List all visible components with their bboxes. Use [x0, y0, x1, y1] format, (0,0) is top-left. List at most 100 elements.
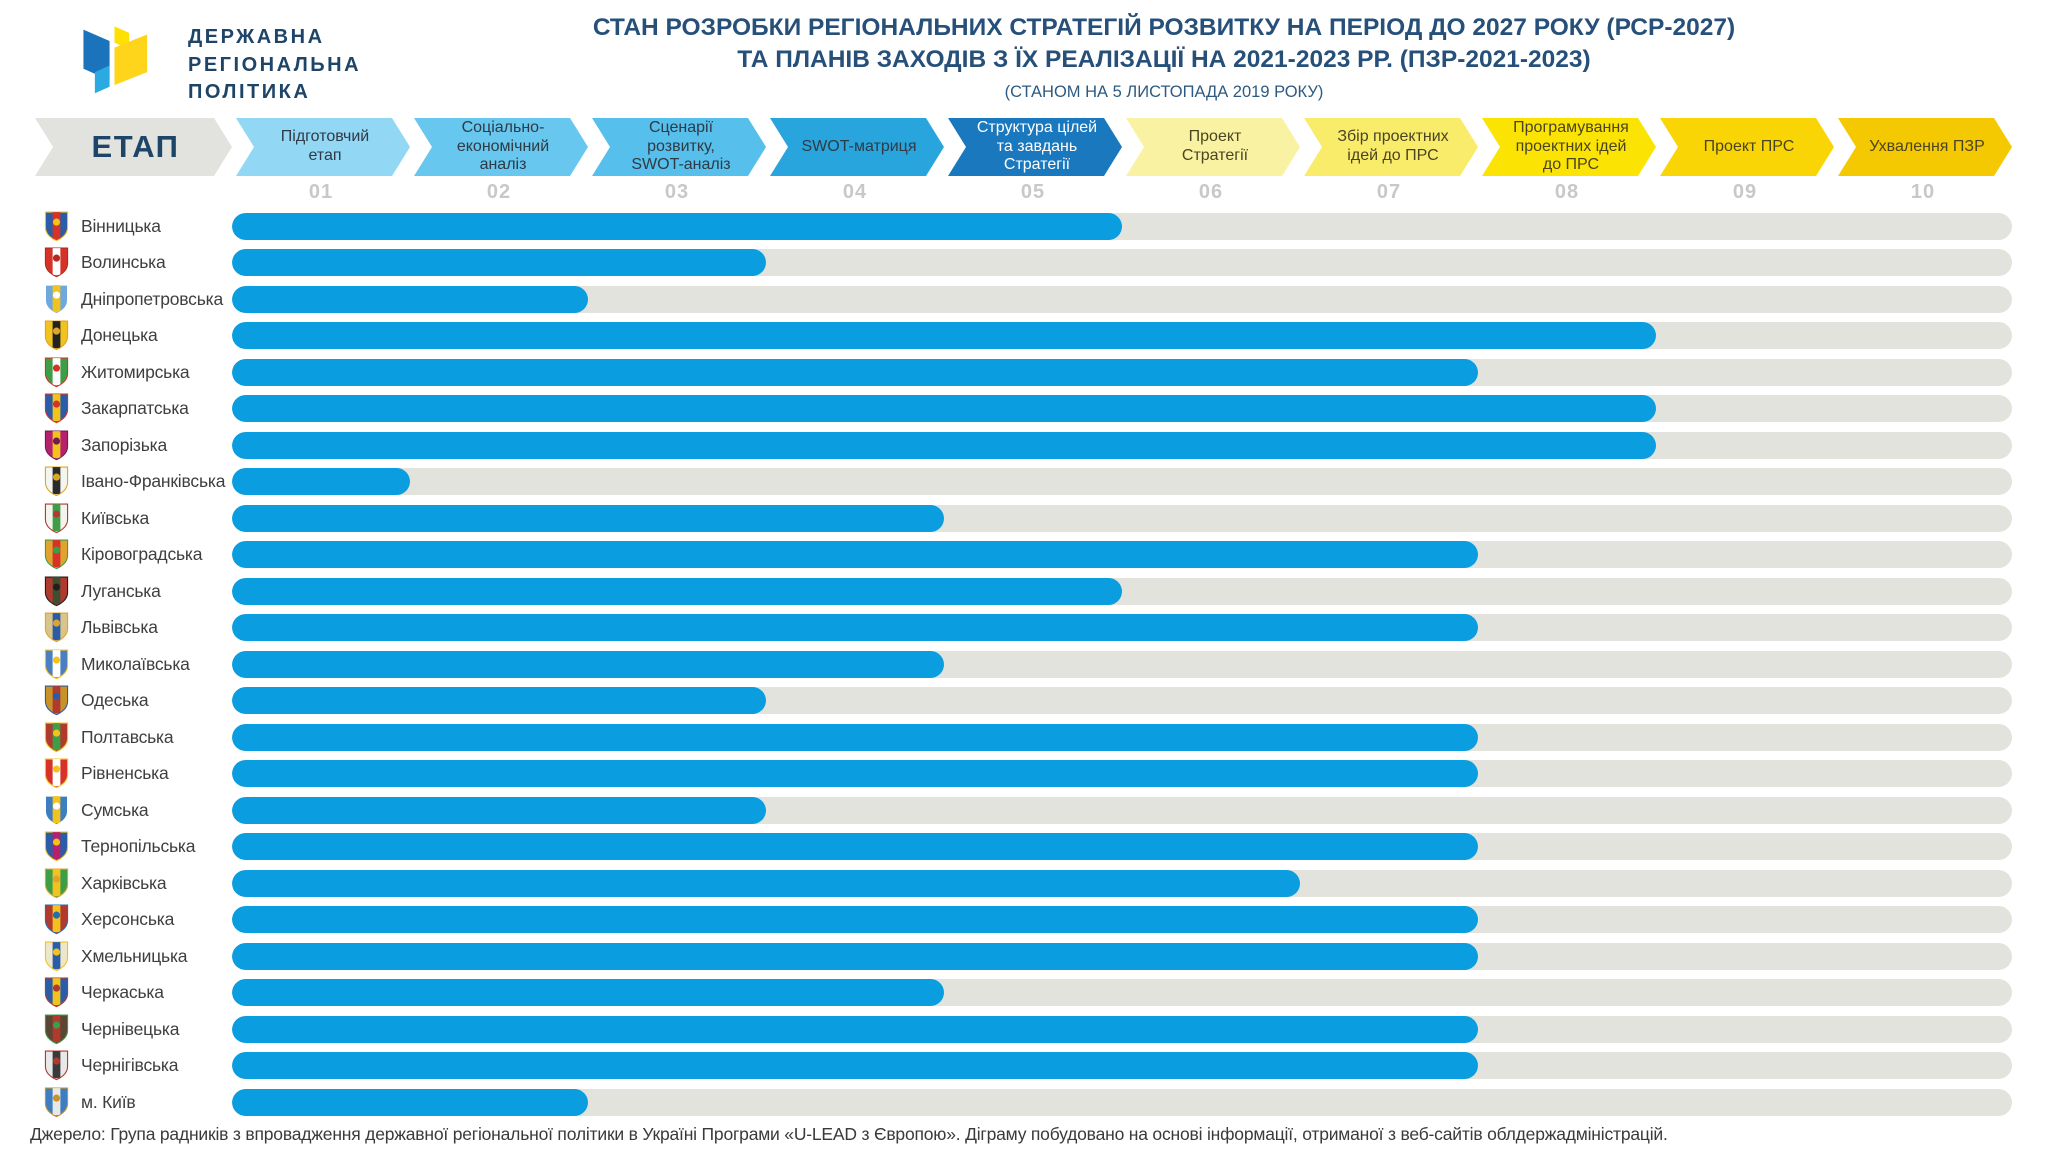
progress-bar: [232, 687, 766, 715]
stage-number-04: 04: [842, 181, 868, 203]
logo-line-3: ПОЛІТИКА: [188, 81, 311, 104]
stage-number-03: 03: [664, 181, 690, 203]
progress-bar: [232, 577, 1122, 605]
region-row: Кіровоградська: [35, 537, 2012, 574]
region-name: Волинська: [81, 252, 166, 273]
stage-arrow-05: Структура цілей та завдань Стратегії: [948, 118, 1122, 176]
progress-bar: [232, 358, 1478, 386]
region-name: Івано-Франківська: [81, 471, 226, 492]
region-name: Харківська: [81, 872, 167, 893]
region-name: Рівненська: [81, 763, 169, 784]
progress-track: [232, 541, 2012, 569]
region-emblem-icon: [44, 357, 69, 388]
region-emblem-icon: [44, 612, 69, 643]
region-label: Черкаська: [35, 977, 232, 1008]
region-label: Київська: [35, 503, 232, 534]
stage-arrow-09: Проект ПРС: [1660, 118, 1834, 176]
progress-track: [232, 760, 2012, 788]
region-row: Київська: [35, 500, 2012, 537]
progress-bar: [232, 249, 766, 277]
footer-source: Джерело: Група радників з впровадження д…: [30, 1124, 1668, 1144]
progress-track: [232, 1088, 2012, 1116]
stage-number-08: 08: [1554, 181, 1580, 203]
region-emblem-icon: [44, 1050, 69, 1081]
region-row: Черкаська: [35, 975, 2012, 1012]
progress-track: [232, 358, 2012, 386]
region-emblem-icon: [44, 941, 69, 972]
region-label: Хмельницька: [35, 941, 232, 972]
region-label: Сумська: [35, 795, 232, 826]
region-label: Львівська: [35, 612, 232, 643]
header: СТАН РОЗРОБКИ РЕГІОНАЛЬНИХ СТРАТЕГІЙ РОЗ…: [300, 12, 2028, 102]
logo-shape-blue: [83, 29, 110, 81]
region-name: Чернігівська: [81, 1055, 179, 1076]
region-label: Дніпропетровська: [35, 284, 232, 315]
progress-track: [232, 650, 2012, 678]
region-row: Житомирська: [35, 354, 2012, 391]
region-emblem-icon: [44, 211, 69, 242]
region-label: Рівненська: [35, 758, 232, 789]
progress-track: [232, 249, 2012, 277]
region-name: Кіровоградська: [81, 544, 203, 565]
stage-band: ЕТАП Підготовчий етап Соціально-економіч…: [35, 118, 2012, 176]
region-label: Кіровоградська: [35, 539, 232, 570]
logo-line-2: РЕГІОНАЛЬНА: [188, 53, 362, 76]
page-subtitle: (СТАНОМ НА 5 ЛИСТОПАДА 2019 РОКУ): [1004, 82, 1324, 101]
region-name: м. Київ: [81, 1091, 136, 1112]
region-emblem-icon: [44, 320, 69, 351]
region-name: Житомирська: [81, 361, 190, 382]
logo-line-1: ДЕРЖАВНА: [188, 26, 325, 48]
stage-number-01: 01: [308, 181, 334, 203]
region-label: Луганська: [35, 576, 232, 607]
stage-number-07: 07: [1376, 181, 1402, 203]
region-row: Вінницька: [35, 208, 2012, 245]
region-emblem-icon: [44, 685, 69, 716]
region-emblem-icon: [44, 503, 69, 534]
progress-track: [232, 687, 2012, 715]
region-label: Вінницька: [35, 211, 232, 242]
page-title-line-1: СТАН РОЗРОБКИ РЕГІОНАЛЬНИХ СТРАТЕГІЙ РОЗ…: [592, 14, 1736, 41]
stage-number-06: 06: [1198, 181, 1224, 203]
progress-track: [232, 1015, 2012, 1043]
region-row: Дніпропетровська: [35, 281, 2012, 318]
logo-shape-yellow-big: [114, 34, 148, 86]
progress-track: [232, 906, 2012, 934]
progress-track: [232, 796, 2012, 824]
logo-shape-cyan: [94, 65, 110, 94]
progress-bar: [232, 942, 1478, 970]
progress-bar: [232, 723, 1478, 751]
progress-track: [232, 504, 2012, 532]
region-name: Сумська: [81, 799, 149, 820]
region-row: Миколаївська: [35, 646, 2012, 683]
progress-track: [232, 979, 2012, 1007]
stage-number-09: 09: [1732, 181, 1758, 203]
region-name: Чернівецька: [81, 1018, 180, 1039]
region-name: Полтавська: [81, 726, 174, 747]
region-row: Сумська: [35, 792, 2012, 829]
region-row: Тернопільська: [35, 829, 2012, 866]
region-label: Тернопільська: [35, 831, 232, 862]
progress-bar: [232, 395, 1656, 423]
page-title-line-2: ТА ПЛАНІВ ЗАХОДІВ З ЇХ РЕАЛІЗАЦІЇ НА 202…: [737, 45, 1591, 73]
stage-arrow-10: Ухвалення ПЗР: [1838, 118, 2012, 176]
region-name: Донецька: [81, 325, 158, 346]
logo-mark-icon: [83, 26, 148, 94]
stage-number-05: 05: [1020, 181, 1046, 203]
region-emblem-icon: [44, 649, 69, 680]
stage-number-02: 02: [486, 181, 512, 203]
stage-arrow-label: Сценарії розвитку, SWOT-аналіз: [631, 118, 731, 174]
region-row: Львівська: [35, 610, 2012, 647]
region-name: Хмельницька: [81, 945, 188, 966]
region-label: м. Київ: [35, 1087, 232, 1118]
region-row: Івано-Франківська: [35, 464, 2012, 501]
progress-bar: [232, 906, 1478, 934]
region-emblem-icon: [44, 1087, 69, 1118]
progress-bar: [232, 760, 1478, 788]
progress-track: [232, 285, 2012, 313]
progress-track: [232, 833, 2012, 861]
region-rows: Вінницька Волинська Дніпропетровська: [35, 208, 2012, 1121]
region-name: Вінницька: [81, 215, 161, 236]
region-row: Чернівецька: [35, 1011, 2012, 1048]
stage-arrow-label: SWOT-матриця: [801, 137, 917, 155]
region-label: Житомирська: [35, 357, 232, 388]
